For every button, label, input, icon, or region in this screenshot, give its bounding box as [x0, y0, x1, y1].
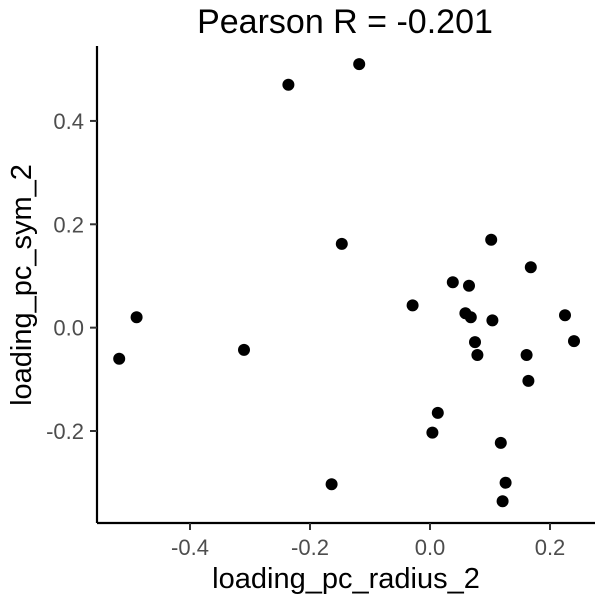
x-axis-ticks: -0.4 -0.2 0.0 0.2: [171, 523, 565, 560]
y-axis-ticks: -0.2 0.0 0.2 0.4: [46, 109, 97, 444]
x-axis-title: loading_pc_radius_2: [212, 563, 480, 595]
scatter-point-8: [406, 299, 419, 312]
x-tick-label: -0.2: [291, 535, 329, 560]
scatter-point-15: [469, 336, 481, 349]
scatter-point-4: [282, 78, 295, 91]
scatter-point-21: [499, 476, 512, 489]
scatter-point-2: [130, 311, 143, 324]
scatter-point-18: [486, 314, 499, 327]
scatter-point-26: [568, 335, 580, 348]
x-tick-label: 0.2: [535, 535, 566, 560]
scatter-point-10: [431, 406, 444, 419]
y-tick-label: -0.2: [46, 419, 84, 444]
chart-title: Pearson R = -0.201: [197, 3, 493, 41]
y-tick-label: 0.4: [53, 109, 84, 134]
scatter-point-5: [325, 478, 338, 491]
scatter-point-7: [353, 58, 366, 71]
scatter-point-6: [335, 237, 348, 250]
scatter-point-23: [522, 374, 535, 387]
scatter-point-19: [494, 436, 507, 449]
scatter-point-22: [520, 349, 533, 361]
scatter-point-9: [426, 426, 439, 439]
y-tick-label: 0.0: [53, 316, 84, 341]
y-tick-label: 0.2: [53, 212, 84, 237]
scatter-point-3: [238, 343, 250, 356]
scatter-point-17: [485, 233, 498, 246]
scatter-point-16: [471, 349, 484, 361]
scatter-point-14: [464, 311, 477, 324]
y-axis-title: loading_pc_sym_2: [6, 164, 38, 406]
x-tick-label: 0.0: [415, 535, 446, 560]
scatter-point-11: [446, 276, 459, 289]
scatter-point-24: [524, 261, 537, 274]
x-tick-label: -0.4: [171, 535, 209, 560]
scatter-point-13: [463, 279, 475, 292]
plot-area: [113, 58, 580, 508]
scatter-point-1: [113, 352, 126, 365]
scatter-point-25: [559, 309, 571, 322]
scatter-point-20: [496, 495, 509, 508]
